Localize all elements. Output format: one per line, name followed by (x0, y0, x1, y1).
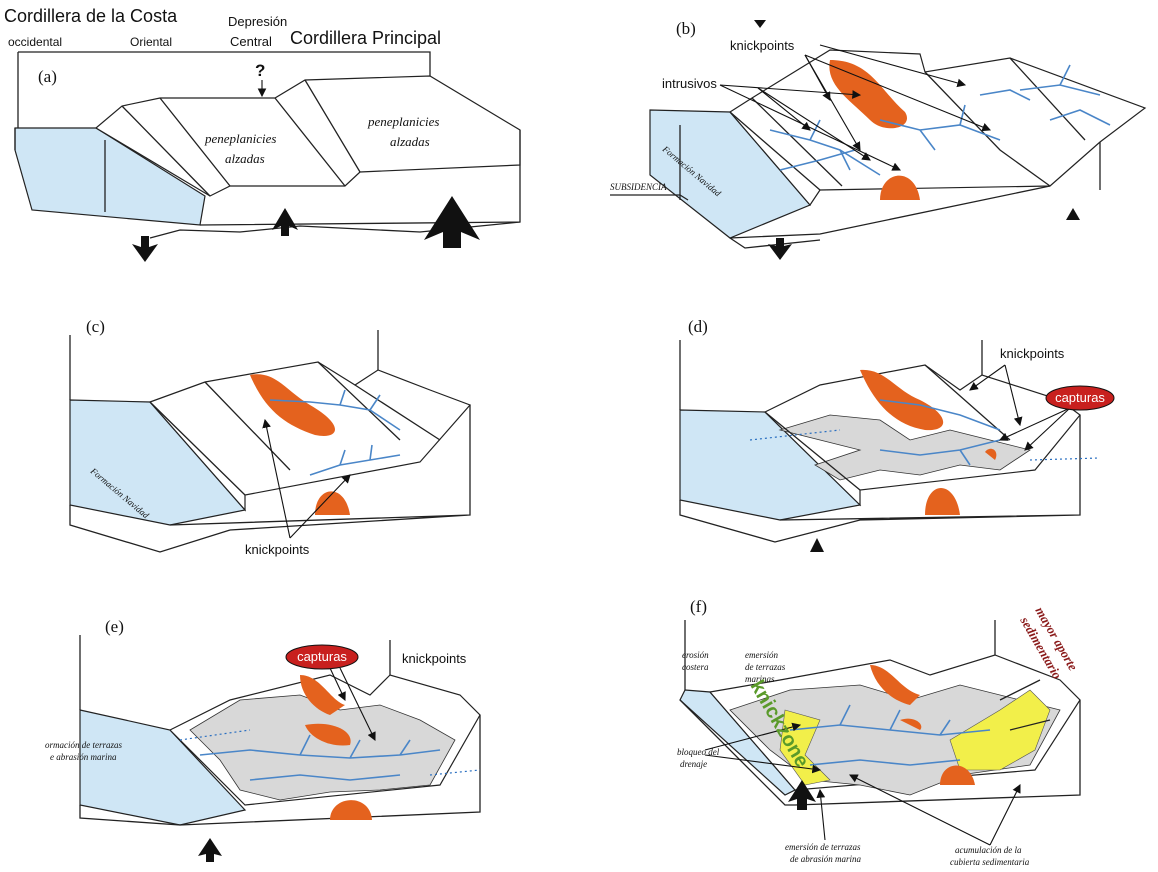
annotation: alzadas (225, 151, 265, 166)
region-name: Oriental (130, 35, 172, 49)
panel-e: (e) capturas knickpoints ormación de ter… (45, 617, 480, 862)
panel-label: (f) (690, 597, 707, 616)
bigarrow-shape (810, 538, 824, 552)
question-mark: ? (255, 61, 265, 80)
region-name: Central (230, 34, 272, 49)
panel-d: (d) knickpoints capturas (680, 317, 1114, 552)
annotation: capturas (1055, 390, 1105, 405)
annotation: ormación de terrazas (45, 740, 122, 750)
annotation: de abrasión marina (790, 854, 862, 864)
panel-label: (c) (86, 317, 105, 336)
bigarrow-shape (754, 20, 766, 28)
annotation: e abrasión marina (50, 752, 117, 762)
annotation: erosión (682, 650, 709, 660)
annotation: drenaje (680, 759, 707, 769)
region-name: Depresión (228, 14, 287, 29)
panel-b: (b) knickpoints intrusivos SUBSIDENCIA F… (610, 19, 1145, 260)
panel-label: (e) (105, 617, 124, 636)
bigarrow-shape (768, 238, 792, 260)
region-name: Cordillera de la Costa (4, 6, 178, 26)
panel-a: (a) Cordillera de la Costa occidental Or… (4, 6, 520, 262)
intr-shape (925, 488, 960, 515)
annotation: intrusivos (662, 76, 717, 91)
annotation: peneplanicies (367, 114, 439, 129)
annotation: alzadas (390, 134, 430, 149)
region-name: occidental (8, 35, 62, 49)
annotation: costera (682, 662, 709, 672)
bigarrow-shape (272, 208, 298, 236)
annotation: acumulación de la (955, 845, 1022, 855)
bigarrow-shape (1066, 208, 1080, 220)
intr-shape (315, 491, 350, 515)
annotation: capturas (297, 649, 347, 664)
panel-label: (b) (676, 19, 696, 38)
annotation: bloqueo del (677, 747, 720, 757)
annotation: emersión de terrazas (785, 842, 861, 852)
panel-label: (a) (38, 67, 57, 86)
panel-c: (c) Formación Navidad knickpoints (70, 317, 470, 557)
annotation: SUBSIDENCIA (610, 182, 667, 192)
annotation: knickpoints (245, 542, 310, 557)
ptr-shape (990, 785, 1020, 845)
annotation: knickpoints (402, 651, 467, 666)
annotation: cubierta sedimentaria (950, 857, 1030, 867)
panel-label: (d) (688, 317, 708, 336)
intr-shape (330, 800, 372, 820)
annotation: knickpoints (730, 38, 795, 53)
annotation: peneplanicies (204, 131, 276, 146)
figure: (a) Cordillera de la Costa occidental Or… (0, 0, 1158, 872)
region-name: Cordillera Principal (290, 28, 441, 48)
ptr-shape (820, 790, 825, 840)
panel-f: (f) erosión costera emersión de terrazas… (677, 597, 1081, 867)
annotation: de terrazas (745, 662, 786, 672)
annotation: emersión (745, 650, 778, 660)
bigarrow-shape (198, 838, 222, 862)
annotation: knickpoints (1000, 346, 1065, 361)
bigarrow-shape (132, 236, 158, 262)
